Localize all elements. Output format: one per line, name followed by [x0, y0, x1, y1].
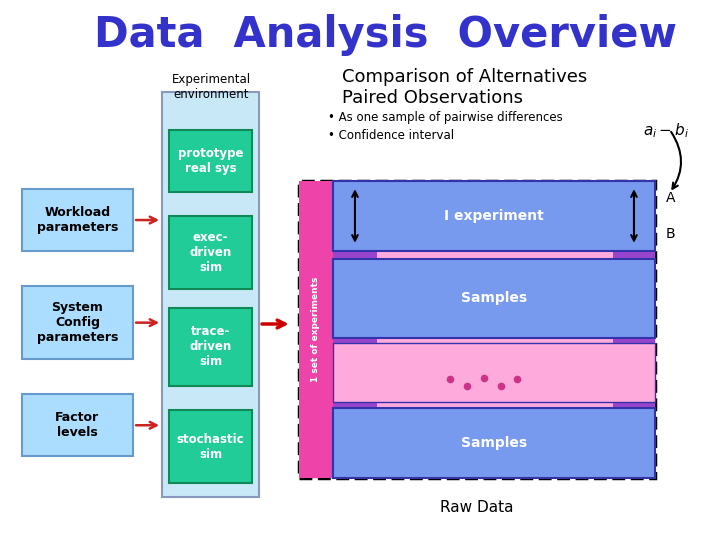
Bar — [333, 343, 655, 402]
Text: Samples: Samples — [462, 436, 527, 450]
Bar — [169, 130, 252, 192]
Bar — [169, 308, 252, 386]
Bar — [169, 216, 252, 289]
Bar — [333, 408, 655, 478]
Text: Factor
levels: Factor levels — [55, 411, 99, 439]
Bar — [162, 92, 259, 497]
Text: • As one sample of pairwise differences: • As one sample of pairwise differences — [328, 111, 562, 124]
Bar — [22, 286, 133, 359]
Bar — [613, 181, 655, 478]
Text: Samples: Samples — [462, 292, 527, 305]
Text: Experimental
environment: Experimental environment — [171, 73, 251, 101]
Text: B: B — [666, 227, 675, 240]
Text: 1 set of experiments: 1 set of experiments — [311, 276, 320, 382]
Text: Workload
parameters: Workload parameters — [37, 206, 118, 234]
Text: Paired Observations: Paired Observations — [342, 89, 523, 107]
Text: exec-
driven
sim: exec- driven sim — [189, 231, 232, 274]
Text: Comparison of Alternatives: Comparison of Alternatives — [342, 68, 588, 85]
Text: prototype
real sys: prototype real sys — [178, 147, 243, 174]
Text: Raw Data: Raw Data — [440, 500, 514, 515]
Bar — [169, 410, 252, 483]
Text: A: A — [666, 192, 675, 205]
Text: System
Config
parameters: System Config parameters — [37, 301, 118, 344]
Text: stochastic
sim: stochastic sim — [177, 433, 244, 461]
Bar — [22, 394, 133, 456]
Text: • Confidence interval: • Confidence interval — [328, 129, 454, 141]
Bar — [22, 189, 133, 251]
Text: $a_i - b_i$: $a_i - b_i$ — [643, 122, 689, 140]
Bar — [333, 181, 655, 251]
Text: Data  Analysis  Overview: Data Analysis Overview — [94, 14, 677, 56]
Text: I experiment: I experiment — [444, 209, 544, 223]
Bar — [333, 259, 655, 338]
Bar — [299, 181, 333, 478]
Bar — [299, 181, 655, 478]
Text: trace-
driven
sim: trace- driven sim — [189, 326, 232, 368]
Bar — [333, 181, 377, 478]
